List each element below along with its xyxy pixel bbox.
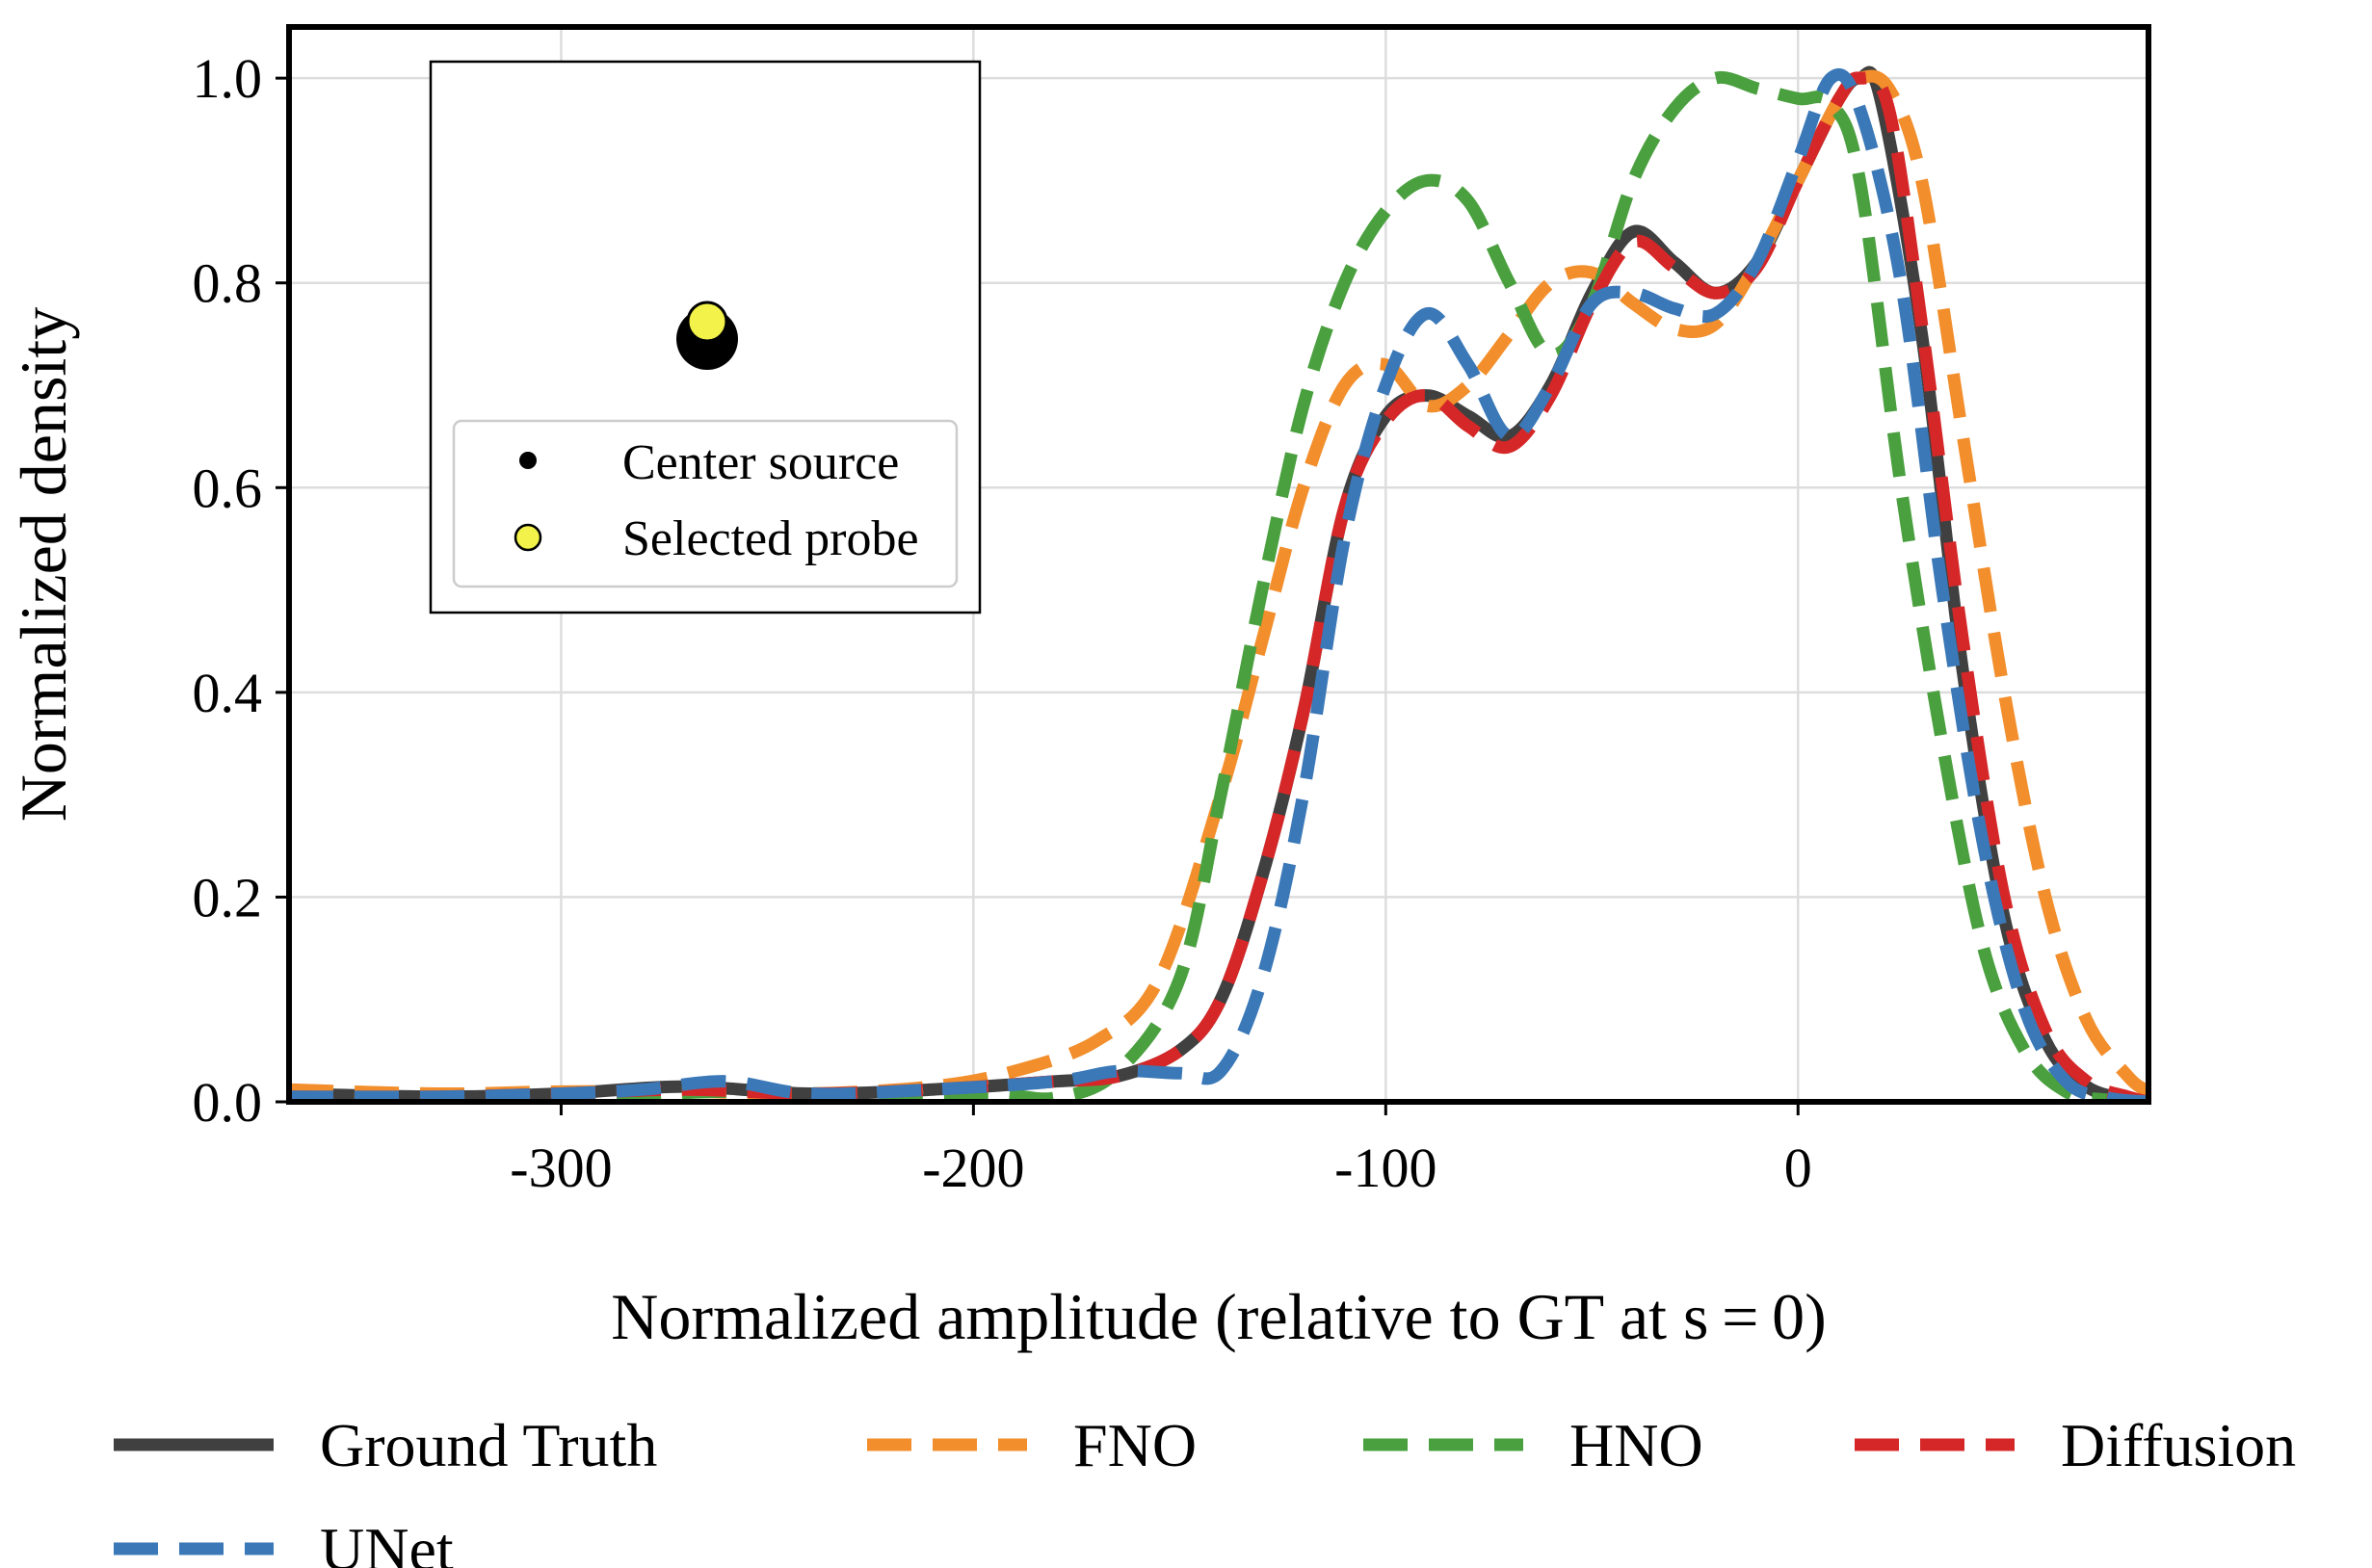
y-axis-label: Normalized density: [7, 307, 80, 822]
inset-legend-label-center: Center source: [622, 435, 899, 490]
y-tick-label: 0.2: [193, 866, 263, 928]
x-tick-label: 0: [1784, 1137, 1812, 1199]
plot-frame: [286, 24, 2151, 1105]
y-tick-label: 1.0: [193, 47, 263, 110]
x-axis-label: Normalized amplitude (relative to GT at …: [611, 1280, 1827, 1353]
selected-probe-marker: [686, 301, 728, 343]
legend-label-fno: FNO: [1073, 1411, 1197, 1479]
y-tick-label: 0.0: [193, 1071, 263, 1134]
legend-label-ground-truth: Ground Truth: [320, 1411, 657, 1479]
inset-legend-box: [452, 419, 959, 588]
legend-label-diffusion: Diffusion: [2061, 1411, 2296, 1479]
legend-label-hno: HNO: [1569, 1411, 1703, 1479]
legend: Ground Truth FNO HNO Diffusion UNet: [114, 1411, 2296, 1568]
x-tick-label: -100: [1334, 1137, 1436, 1199]
y-tick-label: 0.4: [193, 662, 263, 724]
series-line-fno: [289, 69, 2148, 1101]
inset-legend-label-probe: Selected probe: [622, 511, 919, 566]
y-tick-label: 0.8: [193, 252, 263, 315]
y-axis-ticks: 0.0 0.2 0.4 0.6 0.8 1.0: [193, 47, 289, 1134]
y-tick-label: 0.6: [193, 457, 263, 519]
x-axis-ticks: -300 -200 -100 0: [510, 1102, 1812, 1199]
series-line-diffusion: [289, 71, 2148, 1102]
legend-label-unet: UNet: [320, 1515, 454, 1568]
inset-panel: Center source Selected probe: [429, 60, 982, 614]
inset-legend-marker-center: [519, 452, 537, 469]
inset-legend-marker-probe: [514, 523, 542, 552]
x-tick-label: -300: [510, 1137, 612, 1199]
x-tick-label: -200: [922, 1137, 1024, 1199]
series-line-unet: [289, 67, 2148, 1102]
series-line-hno: [289, 70, 2148, 1102]
plot-lines: [289, 65, 2148, 1102]
